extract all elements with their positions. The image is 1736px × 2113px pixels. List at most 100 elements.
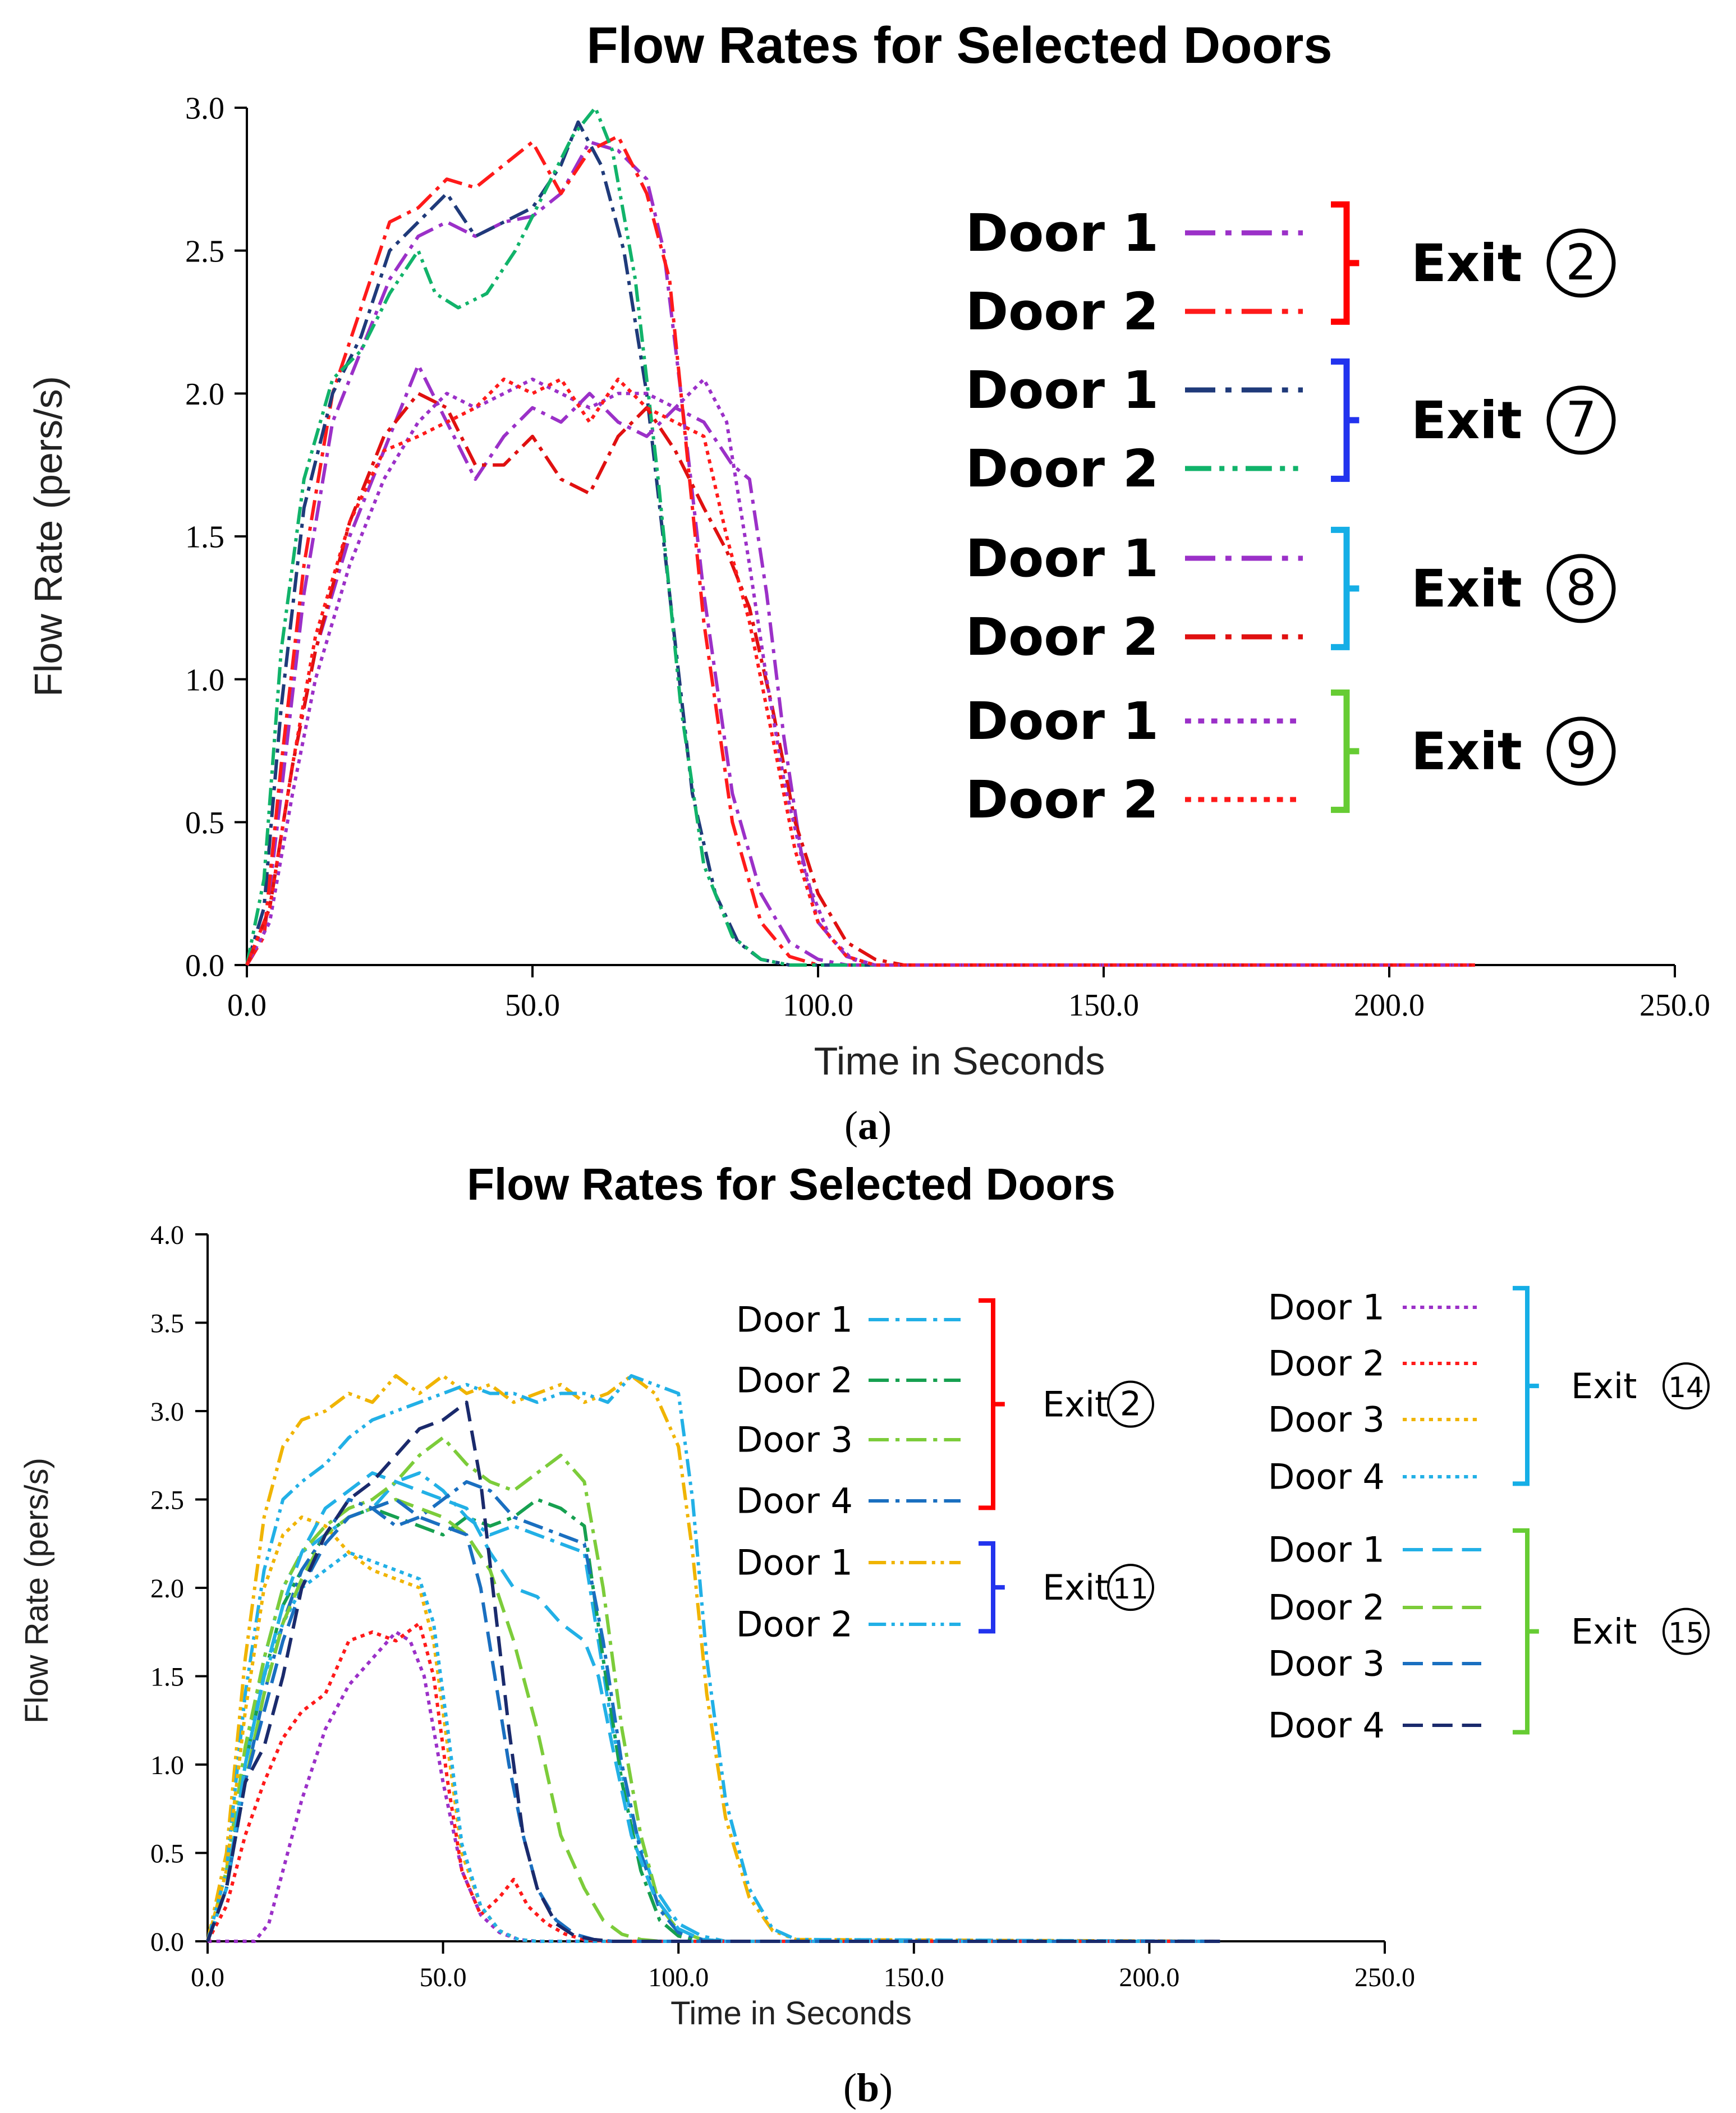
series-line-exit-15-door-2 <box>206 1498 1220 1943</box>
x-tick-label: 250.0 <box>1354 1963 1415 1992</box>
x-tick-label: 150.0 <box>1068 988 1139 1023</box>
legend-exit-label-2: Exit <box>1411 233 1522 293</box>
legend-exit-label-7: Exit <box>1411 391 1522 451</box>
y-tick-label: 0.0 <box>150 1927 184 1957</box>
y-tick-label: 1.0 <box>150 1751 184 1780</box>
exit-number-9: 9 <box>1565 722 1596 779</box>
y-tick-label: 2.5 <box>150 1485 184 1515</box>
series-line-exit-15-door-1 <box>206 1471 1220 1943</box>
legend-label-exit2-door3: Door 3 <box>736 1420 853 1460</box>
y-tick-label: 1.5 <box>150 1662 184 1692</box>
legend-label-exit8-door1: Door 1 <box>966 529 1159 589</box>
y-tick-label: 0.5 <box>185 806 224 840</box>
series-line-exit-9-door-2 <box>245 377 1475 967</box>
exit-number-circle-2 <box>1107 1380 1154 1428</box>
series-line-exit-15-door-3 <box>206 1498 1220 1943</box>
legend-exit-label-2: Exit <box>1042 1384 1108 1425</box>
y-tick-label: 1.5 <box>185 520 224 555</box>
series-line-exit-8-door-2 <box>245 392 1475 967</box>
series-line-exit-2-door-2 <box>245 134 1475 967</box>
x-tick-label: 0.0 <box>227 988 267 1023</box>
series-line-exit-2-door-1 <box>245 140 1475 967</box>
y-tick-label: 0.0 <box>185 949 224 984</box>
legend-label-exit15-door4: Door 4 <box>1268 1705 1385 1746</box>
y-tick-label: 4.0 <box>150 1220 184 1250</box>
legend-label-exit14-door2: Door 2 <box>1268 1343 1385 1384</box>
series-line-exit-2-door-1 <box>206 1471 1220 1943</box>
legend-label-exit11-door1: Door 1 <box>736 1542 853 1583</box>
exit-number-circle-14 <box>1662 1362 1710 1410</box>
exit-number-circle-9 <box>1546 716 1616 786</box>
legend-label-exit14-door1: Door 1 <box>1268 1287 1385 1328</box>
legend-bracket-exit2 <box>1331 201 1360 325</box>
exit-number-8: 8 <box>1565 559 1596 617</box>
legend-label-exit7-door2: Door 2 <box>966 439 1159 499</box>
x-axis-title: Time in Seconds <box>670 1995 912 2032</box>
exit-number-2: 2 <box>1565 234 1596 291</box>
exit-number-circle-2 <box>1546 228 1616 298</box>
x-tick-label: 150.0 <box>884 1963 944 1992</box>
series-line-exit-7-door-1 <box>245 120 1475 967</box>
legend-bracket-exit15 <box>1513 1528 1539 1735</box>
legend-label-exit14-door3: Door 3 <box>1268 1399 1385 1440</box>
exit-number-circle-15 <box>1662 1607 1710 1655</box>
legend-bracket-exit9 <box>1331 689 1360 813</box>
legend-label-exit9-door2: Door 2 <box>966 770 1159 830</box>
legend-exit-label-14: Exit <box>1571 1366 1637 1407</box>
x-tick-label: 200.0 <box>1354 988 1425 1023</box>
x-tick-label: 0.0 <box>191 1963 224 1992</box>
figure-caption: (b) <box>843 2065 893 2110</box>
legend-bracket-exit11 <box>979 1541 1005 1634</box>
x-tick-label: 100.0 <box>648 1963 709 1992</box>
legend-label-exit2-door1: Door 1 <box>966 203 1159 263</box>
exit-number-2: 2 <box>1120 1385 1141 1424</box>
legend-label-exit2-door2: Door 2 <box>736 1360 853 1401</box>
exit-number-14: 14 <box>1668 1371 1704 1404</box>
legend-bracket-exit8 <box>1331 526 1360 650</box>
series-line-exit-15-door-4 <box>206 1400 1220 1943</box>
series-line-exit-7-door-2 <box>245 106 1475 967</box>
legend-label-exit14-door4: Door 4 <box>1268 1457 1385 1498</box>
exit-number-15: 15 <box>1668 1617 1704 1650</box>
exit-number-7: 7 <box>1565 391 1596 448</box>
legend-label-exit15-door1: Door 1 <box>1268 1529 1385 1570</box>
y-tick-label: 3.0 <box>185 91 224 126</box>
y-axis-title: Flow Rate (pers/s) <box>26 376 70 697</box>
series-line-exit-11-door-2 <box>206 1374 1220 1943</box>
legend-label-exit2-door4: Door 4 <box>736 1481 853 1522</box>
y-tick-label: 2.5 <box>185 234 224 269</box>
exit-number-circle-8 <box>1546 554 1616 623</box>
chart-title: Flow Rates for Selected Doors <box>467 1159 1115 1209</box>
legend-label-exit2-door2: Door 2 <box>966 282 1159 342</box>
legend-exit-label-9: Exit <box>1411 722 1522 782</box>
legend-label-exit9-door1: Door 1 <box>966 691 1159 751</box>
series-line-exit-2-door-2 <box>206 1498 1220 1943</box>
x-axis-title: Time in Seconds <box>814 1039 1105 1083</box>
legend-bracket-exit2 <box>979 1298 1005 1510</box>
series-line-exit-2-door-3 <box>206 1436 1220 1943</box>
y-tick-label: 2.0 <box>185 377 224 412</box>
legend-bracket-exit14 <box>1513 1285 1539 1486</box>
y-tick-label: 2.0 <box>150 1574 184 1604</box>
chart-title: Flow Rates for Selected Doors <box>586 17 1332 74</box>
series-line-exit-14-door-2 <box>206 1622 1220 1943</box>
y-tick-label: 1.0 <box>185 663 224 697</box>
chart-b: Flow Rates for Selected Doors 0.0 0.5 1.0 1.… <box>19 1159 1710 2110</box>
y-tick-label: 0.5 <box>150 1839 184 1868</box>
legend-exit-label-11: Exit <box>1042 1567 1108 1608</box>
series-line-exit-2-door-4 <box>206 1480 1220 1943</box>
y-tick-label: 3.5 <box>150 1308 184 1338</box>
legend-label-exit8-door2: Door 2 <box>966 607 1159 667</box>
series-line-exit-8-door-1 <box>245 363 1475 967</box>
x-tick-label: 100.0 <box>783 988 853 1023</box>
legend-bracket-exit7 <box>1331 358 1360 482</box>
legend-label-exit7-door1: Door 1 <box>966 360 1159 420</box>
series-line-exit-9-door-1 <box>245 377 1475 967</box>
legend-label-exit2-door1: Door 1 <box>736 1299 853 1340</box>
x-tick-label: 250.0 <box>1639 988 1710 1023</box>
legend-label-exit11-door2: Door 2 <box>736 1604 853 1645</box>
legend-label-exit15-door2: Door 2 <box>1268 1587 1385 1628</box>
series-line-exit-11-door-1 <box>206 1374 1220 1943</box>
chart-a: Flow Rates for Selected Doors 0.0 0.5 1.0 1.… <box>26 17 1710 1148</box>
